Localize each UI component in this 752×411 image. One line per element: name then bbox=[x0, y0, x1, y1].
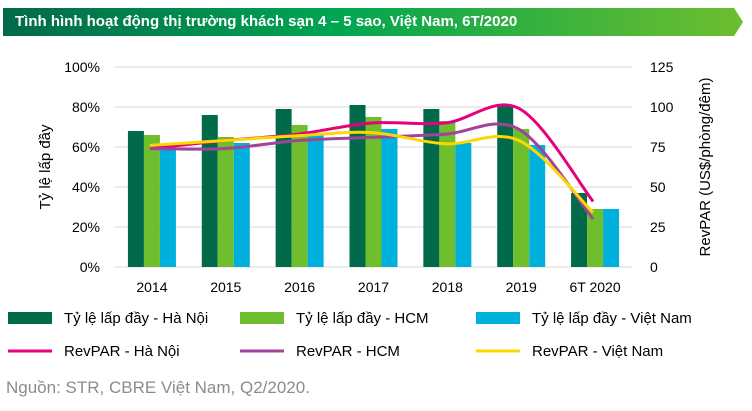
bar-2 bbox=[159, 147, 176, 267]
bar-2 bbox=[455, 143, 472, 267]
bar-1 bbox=[291, 125, 308, 267]
legend-label: Tỷ lệ lấp đầy - Hà Nội bbox=[64, 310, 208, 327]
x-tick-label: 2018 bbox=[432, 279, 463, 295]
line-2 bbox=[149, 130, 595, 214]
legend-swatch bbox=[8, 312, 52, 324]
bar-1 bbox=[587, 209, 604, 267]
y2-axis-title: RevPAR (US$/phòng/đêm) bbox=[697, 78, 714, 257]
y-tick-label: 60% bbox=[72, 139, 100, 155]
bar-1 bbox=[143, 135, 160, 267]
bar-0 bbox=[201, 115, 218, 267]
bar-1 bbox=[439, 121, 456, 267]
chart: 0% 0 20% 25 40% 50 60% 75 80% 100 100% 125 2014 2015 2… bbox=[8, 59, 714, 360]
legend-label: RevPAR - HCM bbox=[296, 343, 400, 360]
bar-0 bbox=[497, 105, 514, 267]
y-tick-label: 20% bbox=[72, 219, 100, 235]
y-axis-title: Tỷ lệ lấp đầy bbox=[37, 124, 54, 210]
legend-swatch bbox=[476, 312, 520, 324]
bar-1 bbox=[217, 137, 234, 267]
y2-tick-label: 100 bbox=[650, 99, 674, 115]
bar-1 bbox=[365, 117, 382, 267]
chart-title: Tình hình hoạt động thị trường khách sạn… bbox=[3, 8, 743, 36]
x-tick-label: 2017 bbox=[358, 279, 389, 295]
y-tick-label: 100% bbox=[64, 59, 100, 75]
bar-2 bbox=[233, 143, 250, 267]
bar-0 bbox=[571, 193, 588, 267]
x-tick-label: 2014 bbox=[136, 279, 167, 295]
x-tick-label: 2016 bbox=[284, 279, 315, 295]
bar-0 bbox=[423, 109, 440, 267]
x-tick-label: 2015 bbox=[210, 279, 241, 295]
legend-label: RevPAR - Hà Nội bbox=[64, 343, 180, 360]
y-tick-label: 0% bbox=[80, 259, 100, 275]
y-tick-label: 40% bbox=[72, 179, 100, 195]
bar-2 bbox=[603, 209, 620, 267]
y2-tick-label: 25 bbox=[650, 219, 666, 235]
x-tick-label: 2019 bbox=[506, 279, 537, 295]
line-1 bbox=[149, 122, 595, 220]
bar-0 bbox=[349, 105, 366, 267]
bar-2 bbox=[381, 129, 398, 267]
bar-1 bbox=[513, 129, 530, 267]
legend-label: RevPAR - Việt Nam bbox=[532, 343, 663, 360]
x-tick-label: 6T 2020 bbox=[570, 279, 621, 295]
y-tick-label: 80% bbox=[72, 99, 100, 115]
y2-tick-label: 0 bbox=[650, 259, 658, 275]
bar-0 bbox=[127, 131, 144, 267]
bar-2 bbox=[307, 133, 324, 267]
legend-label: Tỷ lệ lấp đầy - HCM bbox=[296, 310, 429, 327]
y2-tick-label: 75 bbox=[650, 139, 666, 155]
legend-label: Tỷ lệ lấp đầy - Việt Nam bbox=[532, 310, 692, 327]
bar-0 bbox=[275, 109, 292, 267]
legend-swatch bbox=[240, 312, 284, 324]
bar-2 bbox=[529, 145, 546, 267]
y2-tick-label: 50 bbox=[650, 179, 666, 195]
source-note: Nguồn: STR, CBRE Việt Nam, Q2/2020. bbox=[6, 378, 310, 397]
y2-tick-label: 125 bbox=[650, 59, 674, 75]
